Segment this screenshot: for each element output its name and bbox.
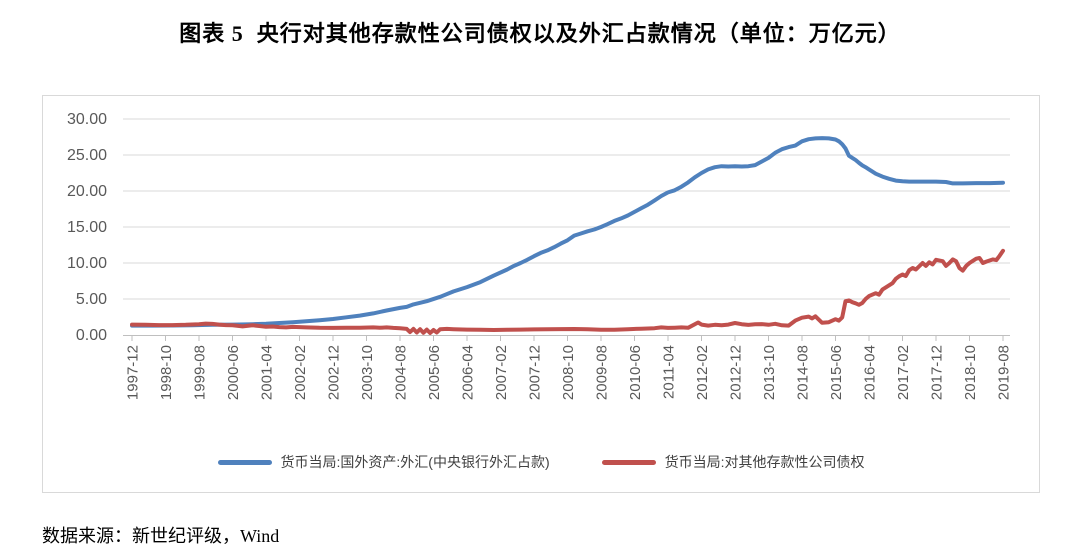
svg-text:15.00: 15.00 <box>67 219 107 236</box>
legend-item-fx: 货币当局:国外资产:外汇(中央银行外汇占款) <box>217 452 550 472</box>
svg-text:2008-10: 2008-10 <box>560 345 577 400</box>
svg-text:2007-02: 2007-02 <box>493 345 510 400</box>
svg-text:2001-04: 2001-04 <box>259 345 276 400</box>
chart-legend: 货币当局:国外资产:外汇(中央银行外汇占款) 货币当局:对其他存款性公司债权 <box>43 452 1039 472</box>
svg-text:2000-06: 2000-06 <box>225 345 242 400</box>
legend-item-claims: 货币当局:对其他存款性公司债权 <box>601 452 865 472</box>
figure-title: 图表 5 央行对其他存款性公司债权以及外汇占款情况（单位：万亿元） <box>179 21 901 46</box>
svg-text:2004-08: 2004-08 <box>393 345 410 400</box>
x-axis-tick-labels: 1997-12 1998-10 1999-08 2000-06 2001-04 2002-… <box>125 335 1013 400</box>
svg-text:25.00: 25.00 <box>67 147 107 164</box>
svg-text:2002-02: 2002-02 <box>292 345 309 400</box>
svg-text:1998-10: 1998-10 <box>158 345 175 400</box>
svg-text:2017-12: 2017-12 <box>929 345 946 400</box>
svg-text:2018-10: 2018-10 <box>962 345 979 400</box>
svg-text:5.00: 5.00 <box>76 291 107 308</box>
chart-area: 0.00 5.00 10.00 15.00 20.00 25.00 30.00 1997-12… <box>42 95 1040 493</box>
svg-text:1997-12: 1997-12 <box>125 345 142 400</box>
red-series-line <box>130 248 1005 335</box>
legend-label-claims: 货币当局:对其他存款性公司债权 <box>664 454 865 470</box>
svg-text:2014-08: 2014-08 <box>795 345 812 400</box>
gridlines <box>123 118 1010 300</box>
data-source-note: 数据来源：新世纪评级，Wind <box>42 526 280 546</box>
red-line-swatch <box>601 459 656 465</box>
svg-text:2013-10: 2013-10 <box>761 345 778 400</box>
svg-text:2005-06: 2005-06 <box>426 345 443 400</box>
chart-svg: 0.00 5.00 10.00 15.00 20.00 25.00 30.00 1997-12… <box>67 111 1013 400</box>
svg-text:10.00: 10.00 <box>67 255 107 272</box>
svg-text:0.00: 0.00 <box>76 327 107 344</box>
svg-text:2012-02: 2012-02 <box>694 345 711 400</box>
svg-text:2011-04: 2011-04 <box>661 345 678 399</box>
svg-text:2002-12: 2002-12 <box>326 345 343 400</box>
y-axis-tick-labels: 0.00 5.00 10.00 15.00 20.00 25.00 30.00 <box>67 111 107 344</box>
svg-text:2012-12: 2012-12 <box>728 345 745 400</box>
svg-text:2015-06: 2015-06 <box>828 345 845 400</box>
blue-series-line <box>130 136 1005 328</box>
blue-line-swatch <box>217 459 272 465</box>
legend-label-fx: 货币当局:国外资产:外汇(中央银行外汇占款) <box>280 454 550 470</box>
svg-text:2019-08: 2019-08 <box>996 345 1013 400</box>
svg-text:2016-04: 2016-04 <box>862 345 879 400</box>
svg-text:2007-12: 2007-12 <box>527 345 544 400</box>
svg-text:2017-02: 2017-02 <box>895 345 912 400</box>
svg-text:2009-08: 2009-08 <box>594 345 611 400</box>
svg-text:20.00: 20.00 <box>67 183 107 200</box>
svg-text:1999-08: 1999-08 <box>192 345 209 400</box>
svg-text:2003-10: 2003-10 <box>359 345 376 400</box>
svg-text:30.00: 30.00 <box>67 111 107 128</box>
svg-text:2006-04: 2006-04 <box>460 345 477 400</box>
svg-text:2010-06: 2010-06 <box>627 345 644 400</box>
